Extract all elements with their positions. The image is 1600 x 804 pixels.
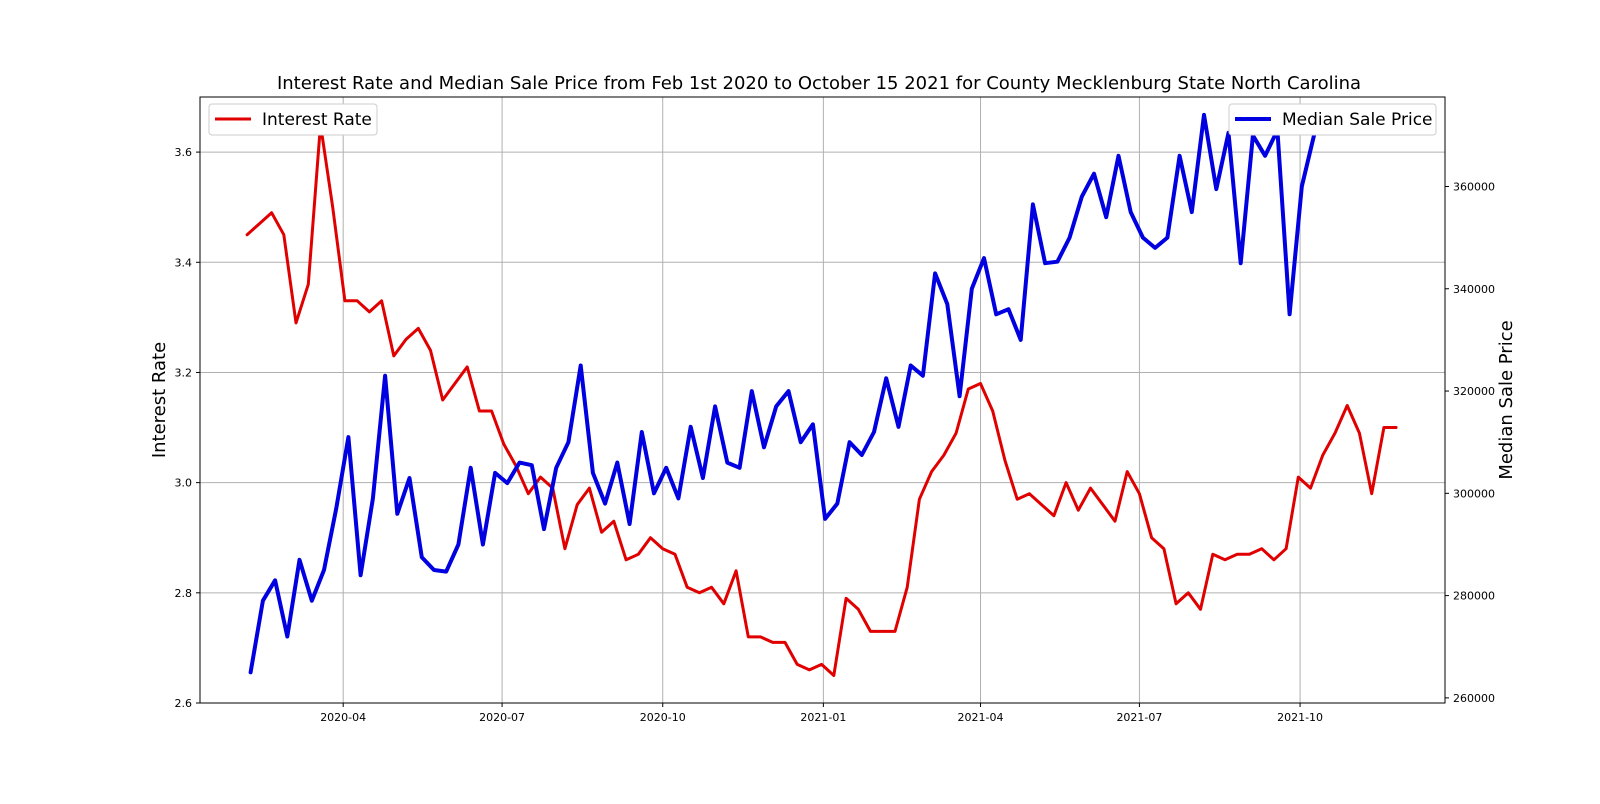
grid-lines — [200, 97, 1445, 704]
chart-title: Interest Rate and Median Sale Price from… — [277, 73, 1361, 94]
left-y-tick-label: 3.6 — [175, 146, 193, 159]
x-tick-label: 2020-04 — [320, 711, 366, 724]
left-y-tick-label: 2.6 — [175, 697, 193, 710]
left-y-tick-label: 3.4 — [175, 256, 193, 269]
median-sale-price-line — [248, 112, 1316, 675]
right-y-tick-label: 280000 — [1453, 590, 1495, 603]
right-y-axis-title: Median Sale Price — [1496, 320, 1517, 479]
legend-median-sale-price: Median Sale Price — [1228, 103, 1437, 136]
legend-interest-rate: Interest Rate — [208, 103, 378, 136]
legend-label-interest-rate: Interest Rate — [262, 110, 372, 130]
interest-rate-line — [245, 123, 1398, 677]
series-lines — [245, 112, 1398, 677]
x-tick-label: 2020-07 — [479, 711, 525, 724]
right-y-tick-label: 320000 — [1453, 385, 1495, 398]
left-y-tick-label: 3.2 — [175, 366, 193, 379]
x-tick-label: 2021-07 — [1116, 711, 1162, 724]
legend-box-left — [208, 103, 378, 136]
left-y-tick-label: 3.0 — [175, 477, 193, 490]
legend-box-right — [1228, 103, 1437, 136]
left-y-axis: 2.6 2.8 3.0 3.2 3.4 3.6 — [175, 146, 200, 710]
x-tick-label: 2021-04 — [958, 711, 1004, 724]
x-axis: 2020-04 2020-07 2020-10 2021-01 2021-04 2021-… — [320, 703, 1323, 724]
x-tick-label: 2021-10 — [1277, 711, 1323, 724]
left-y-axis-title: Interest Rate — [149, 342, 170, 458]
x-tick-label: 2021-01 — [800, 711, 846, 724]
right-y-tick-label: 300000 — [1453, 487, 1495, 500]
x-tick-label: 2020-10 — [640, 711, 686, 724]
legend-label-median-sale-price: Median Sale Price — [1282, 110, 1433, 130]
right-y-tick-label: 360000 — [1453, 180, 1495, 193]
right-y-tick-label: 260000 — [1453, 692, 1495, 705]
right-y-axis: 260000 280000 300000 320000 340000 360000 — [1445, 180, 1495, 705]
right-y-tick-label: 340000 — [1453, 283, 1495, 296]
left-y-tick-label: 2.8 — [175, 587, 193, 600]
plot-frame — [199, 96, 1446, 704]
